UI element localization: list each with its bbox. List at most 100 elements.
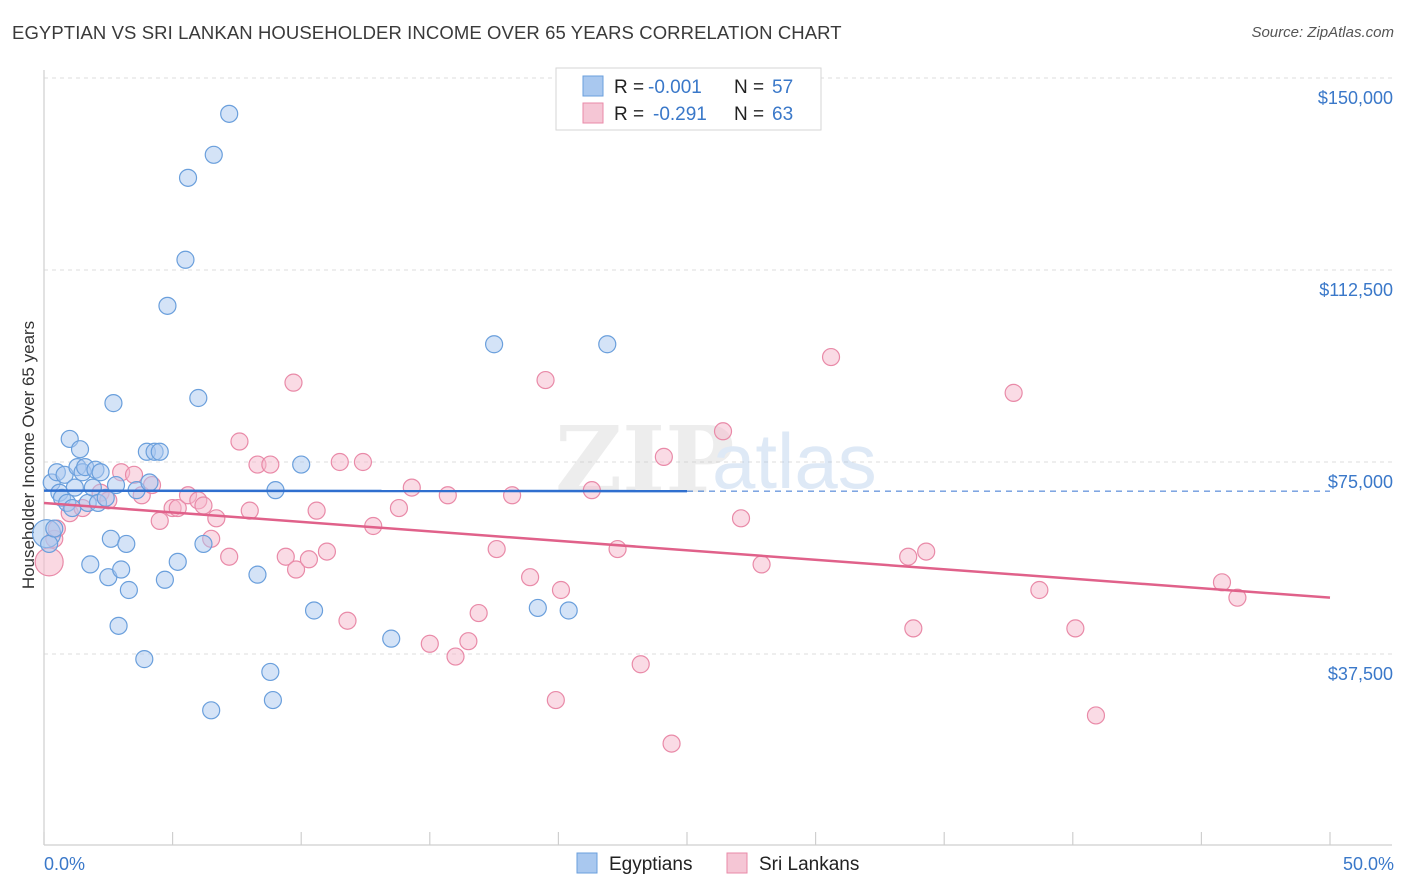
point-egyptians — [178, 168, 198, 187]
point-sri-lankans — [536, 370, 555, 390]
point-egyptians — [63, 498, 82, 518]
watermark-zip: ZIP — [555, 406, 734, 514]
point-sri-lankans — [286, 560, 306, 579]
y-tick-labels: $37,500 $75,000 $112,500 $150,000 — [1318, 88, 1393, 684]
point-egyptians — [248, 565, 267, 584]
point-sri-lankans — [752, 555, 771, 574]
y-tick-label: $75,000 — [1328, 472, 1393, 492]
point-sri-lankans — [284, 373, 303, 392]
point-sri-lankans — [150, 511, 169, 530]
point-egyptians — [168, 552, 187, 571]
stats-swatch-sri-lankans — [582, 102, 604, 124]
point-sri-lankans — [713, 422, 733, 441]
point-egyptians — [263, 690, 283, 710]
legend-swatch-sri-lankans[interactable] — [726, 852, 748, 874]
stats-swatch-egyptians — [582, 75, 604, 97]
point-egyptians — [150, 442, 169, 461]
point-egyptians — [70, 440, 90, 459]
point-sri-lankans — [631, 655, 650, 674]
y-axis-title: Householder Income Over 65 years — [19, 321, 38, 589]
point-sri-lankans — [446, 647, 465, 666]
point-egyptians — [91, 463, 110, 482]
point-sri-lankans — [330, 452, 349, 472]
x-ticks — [43, 832, 1331, 845]
point-egyptians — [40, 534, 59, 554]
point-sri-lankans — [438, 486, 457, 505]
point-sri-lankans — [551, 580, 571, 600]
trendline-egyptians — [43, 489, 688, 493]
point-egyptians — [104, 394, 123, 413]
point-egyptians — [112, 560, 131, 579]
stats-legend: R = -0.001 N = 57 R = -0.291 N = 63 — [555, 67, 822, 131]
point-egyptians — [261, 662, 280, 682]
point-egyptians — [528, 598, 547, 618]
point-sri-lankans — [124, 465, 144, 484]
point-sri-lankans — [487, 539, 506, 559]
point-sri-lankans — [338, 611, 357, 630]
stats-n-label-sri-lankans: N = — [734, 104, 764, 125]
watermark: ZIP atlas — [555, 406, 877, 514]
point-sri-lankans — [194, 496, 213, 515]
point-egyptians — [559, 601, 578, 620]
y-tick-label: $112,500 — [1319, 280, 1393, 300]
stats-r-label-sri-lankans: R = — [614, 104, 644, 125]
point-egyptians — [155, 570, 174, 589]
series-egyptians — [31, 104, 617, 720]
point-egyptians — [176, 250, 195, 269]
x-tick-label-min: 0.0% — [44, 854, 85, 874]
gridlines — [44, 77, 1392, 655]
point-sri-lankans — [821, 347, 841, 367]
point-sri-lankans — [1228, 588, 1247, 607]
point-egyptians — [109, 616, 128, 635]
point-sri-lankans — [608, 539, 627, 559]
point-egyptians — [158, 296, 177, 315]
stats-r-value-egyptians: -0.001 — [648, 77, 702, 98]
point-sri-lankans — [220, 547, 239, 566]
series-legend: Egyptians Sri Lankans — [576, 852, 859, 875]
point-sri-lankans — [899, 547, 918, 566]
y-tick-label: $37,500 — [1328, 664, 1393, 684]
point-sri-lankans — [521, 568, 540, 587]
legend-label-egyptians[interactable]: Egyptians — [609, 854, 692, 875]
point-egyptians — [101, 529, 120, 548]
point-sri-lankans — [503, 486, 522, 505]
point-egyptians — [81, 555, 100, 574]
y-tick-label: $150,000 — [1318, 88, 1393, 108]
point-sri-lankans — [546, 690, 565, 710]
watermark-atlas: atlas — [712, 417, 877, 505]
point-sri-lankans — [731, 509, 751, 528]
x-tick-label-max: 50.0% — [1343, 854, 1394, 874]
point-egyptians — [65, 478, 84, 497]
point-egyptians — [140, 473, 159, 492]
point-sri-lankans — [459, 632, 478, 651]
point-sri-lankans — [420, 634, 439, 653]
chart-title: EGYPTIAN VS SRI LANKAN HOUSEHOLDER INCOM… — [12, 22, 842, 43]
legend-swatch-egyptians[interactable] — [576, 852, 598, 874]
source-credit: Source: ZipAtlas.com — [1251, 24, 1394, 41]
point-sri-lankans — [389, 498, 409, 518]
point-egyptians — [485, 335, 504, 354]
trendlines — [43, 489, 1331, 599]
legend-label-sri-lankans[interactable]: Sri Lankans — [759, 854, 859, 875]
point-egyptians — [204, 145, 223, 164]
point-sri-lankans — [299, 550, 319, 569]
stats-r-value-sri-lankans: -0.291 — [653, 104, 707, 125]
point-sri-lankans — [1030, 580, 1049, 600]
point-egyptians — [45, 519, 64, 538]
point-sri-lankans — [207, 509, 226, 528]
point-sri-lankans — [276, 547, 295, 566]
point-sri-lankans — [317, 542, 337, 561]
point-sri-lankans — [353, 452, 373, 472]
point-egyptians — [304, 601, 324, 620]
stats-n-value-sri-lankans: 63 — [772, 104, 793, 125]
point-sri-lankans — [917, 542, 936, 561]
point-sri-lankans — [1066, 619, 1085, 638]
point-sri-lankans — [230, 432, 249, 451]
point-egyptians — [292, 455, 311, 474]
point-egyptians — [220, 104, 239, 123]
point-egyptians — [202, 701, 221, 720]
point-egyptians — [119, 580, 138, 600]
trendline-sri-lankans — [43, 501, 1331, 599]
point-egyptians — [382, 629, 401, 648]
